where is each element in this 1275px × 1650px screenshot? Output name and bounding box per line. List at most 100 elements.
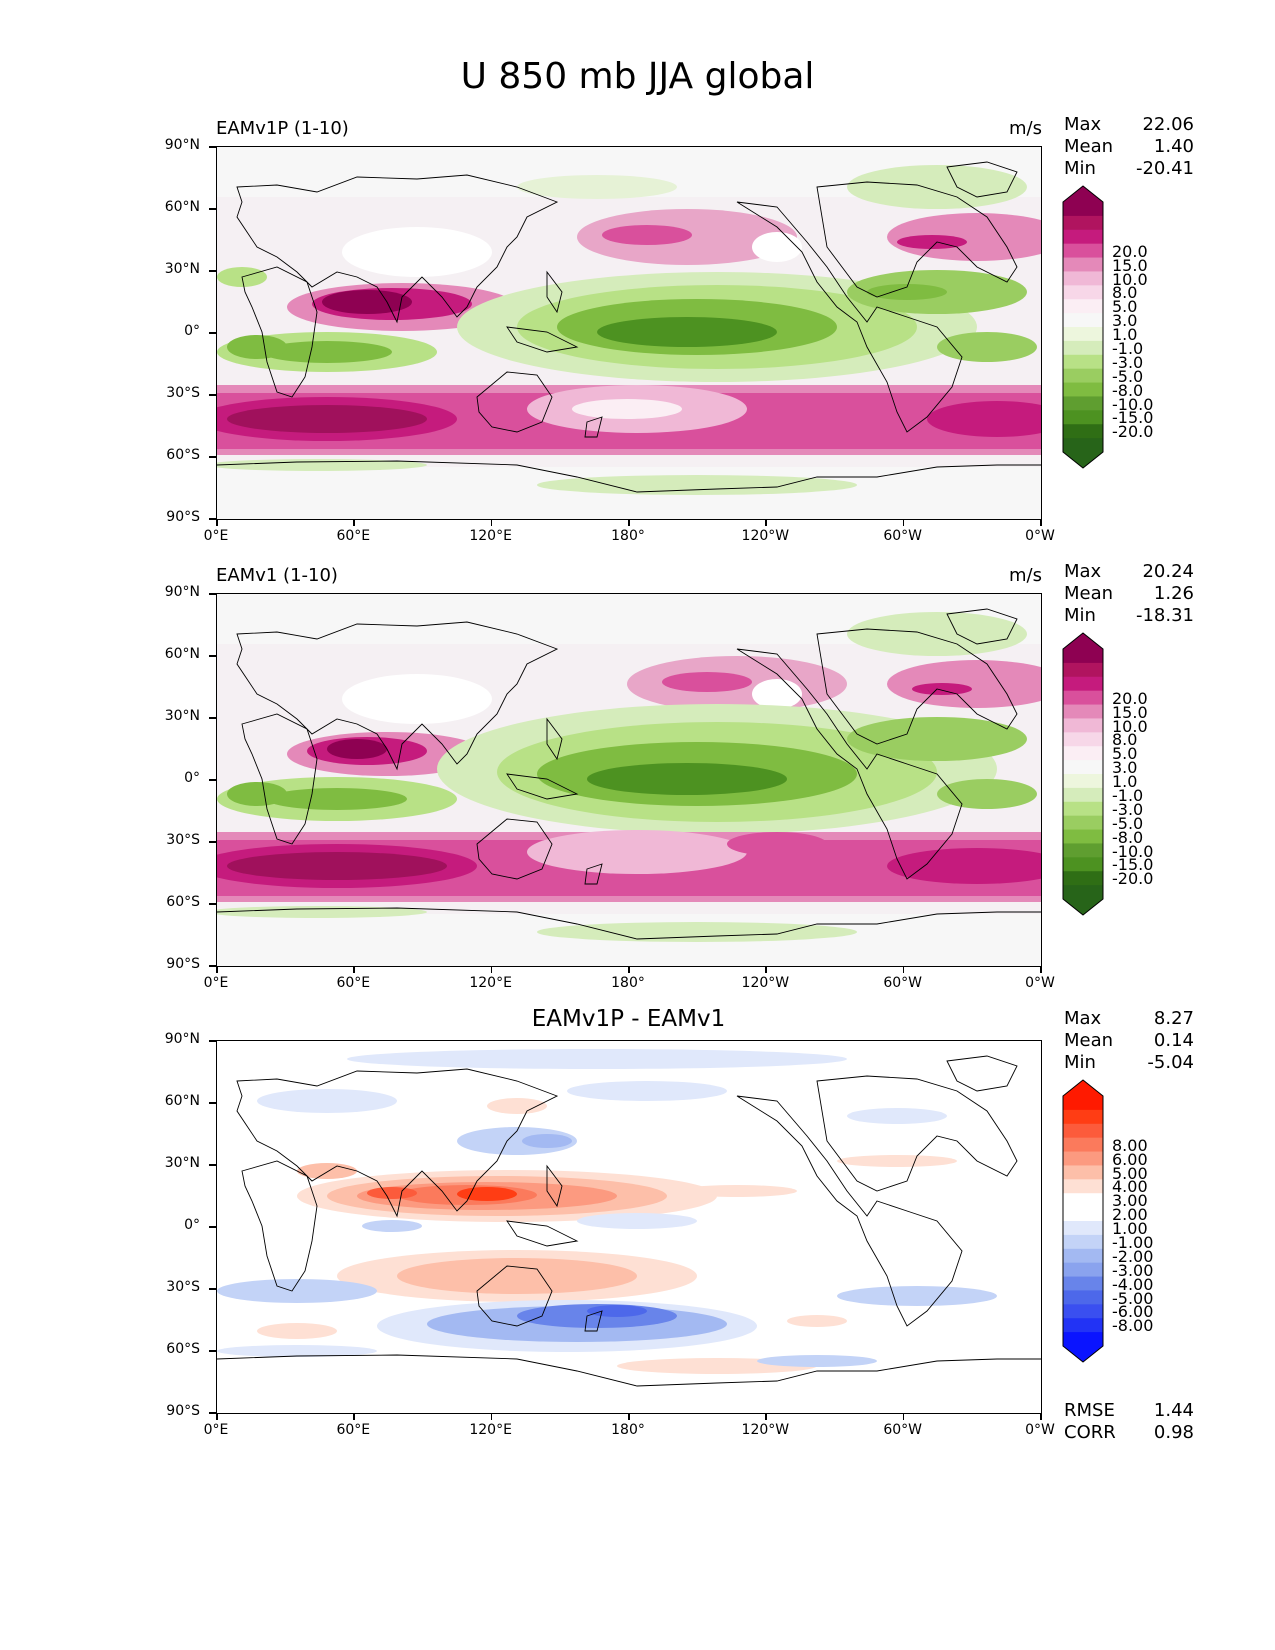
stat-value: 20.24 <box>1142 561 1194 582</box>
corr-value: 0.98 <box>1153 1422 1194 1443</box>
colorbar-segment <box>1063 885 1103 900</box>
colorbar-segment <box>1063 202 1103 217</box>
y-tick <box>209 332 216 334</box>
y-tick-label: 90°N <box>164 1031 200 1047</box>
x-tick-label: 0°W <box>1025 975 1055 991</box>
x-tick-label: 60°W <box>883 975 922 991</box>
panel-eamv1: EAMv1 (1-10) m/s Max 20.24 Mean 1.26 Min -1… <box>0 561 1275 1025</box>
colorbar-tick-label: -4.00 <box>1112 1274 1154 1294</box>
colorbar-segment <box>1063 1123 1103 1139</box>
map-plot <box>216 1040 1042 1414</box>
colorbar-segment <box>1063 271 1103 286</box>
colorbar-segment <box>1063 1248 1103 1264</box>
corr-label: CORR <box>1064 1422 1116 1443</box>
x-tick <box>902 967 905 973</box>
colorbar-segment <box>1063 285 1103 300</box>
x-tick <box>353 520 355 526</box>
colorbar-segment <box>1063 327 1103 342</box>
colorbar-segment <box>1063 774 1103 789</box>
colorbar-segment <box>1063 1165 1103 1180</box>
colorbar-tick-label: -15.0 <box>1112 855 1154 875</box>
panel-title: EAMv1 (1-10) <box>216 565 338 586</box>
colorbar-tick-label: -1.0 <box>1112 786 1144 805</box>
colorbar-tick-label: -5.00 <box>1112 1288 1154 1308</box>
x-tick-label: 120°W <box>741 975 790 991</box>
colorbar-outline <box>1062 632 1104 916</box>
x-tick <box>628 520 630 526</box>
y-tick-label: 90°S <box>166 1403 200 1419</box>
x-tick <box>902 1414 905 1420</box>
y-tick <box>209 394 216 396</box>
colorbar-segment <box>1063 340 1103 356</box>
stat-value: 8.27 <box>1153 1008 1194 1029</box>
x-tick-label: 120°E <box>469 1422 512 1438</box>
colorbar-segment <box>1063 801 1103 817</box>
y-tick-label: 30°S <box>166 832 200 848</box>
colorbar-extend-min <box>1063 1346 1103 1362</box>
stats-box: Max 22.06 Mean 1.40 Min -20.41 <box>1064 114 1194 180</box>
colorbar-extend-max <box>1063 633 1103 649</box>
y-tick-label: 90°N <box>164 584 200 600</box>
y-tick <box>209 1164 216 1166</box>
y-tick <box>209 1102 216 1104</box>
x-tick-label: 120°W <box>741 1422 790 1438</box>
colorbar-segment <box>1063 396 1103 411</box>
x-tick-label: 60°E <box>336 975 371 991</box>
y-tick-label: 0° <box>184 1217 200 1233</box>
panel-title: EAMv1P (1-10) <box>216 118 349 139</box>
stats-box: Max 8.27 Mean 0.14 Min -5.04 <box>1064 1008 1194 1074</box>
map-plot <box>216 146 1042 520</box>
y-tick-label: 30°N <box>164 1155 200 1171</box>
x-tick <box>216 967 218 973</box>
colorbar-tick-label: 10.0 <box>1112 269 1148 289</box>
x-tick <box>353 967 355 973</box>
colorbar-segment <box>1063 257 1103 272</box>
stat-label: Min <box>1064 605 1096 626</box>
x-tick <box>1040 967 1042 973</box>
colorbar-segment <box>1063 1234 1103 1250</box>
colorbar-tick-label: 1.00 <box>1112 1219 1148 1239</box>
colorbar-extend-min <box>1063 452 1103 468</box>
y-tick <box>209 456 216 458</box>
x-tick-label: 120°E <box>469 975 512 991</box>
colorbar-segment <box>1063 382 1103 397</box>
y-tick <box>209 1350 216 1352</box>
colorbar-tick-label: -8.00 <box>1112 1316 1154 1336</box>
stat-label: Mean <box>1064 1030 1114 1051</box>
colorbar-segment <box>1063 1221 1103 1236</box>
colorbar-tick-label: -1.0 <box>1112 339 1144 358</box>
x-tick-label: 120°E <box>469 528 512 544</box>
colorbar-tick-label: 3.0 <box>1112 758 1138 778</box>
stat-label: Mean <box>1064 136 1114 157</box>
colorbar-segment <box>1063 871 1103 886</box>
units-label: m/s <box>1009 118 1042 139</box>
colorbar-segment <box>1063 438 1103 453</box>
stat-value: 22.06 <box>1142 114 1194 135</box>
y-tick <box>209 903 216 905</box>
x-tick-label: 0°E <box>203 528 229 544</box>
colorbar-segment <box>1063 649 1103 664</box>
colorbar-extend-max <box>1063 1080 1103 1096</box>
y-tick-label: 30°N <box>164 261 200 277</box>
colorbar-tick-label: -20.0 <box>1112 869 1154 889</box>
panel-difference: EAMv1P - EAMv1 Max 8.27 Mean 0.14 Min -5.04 <box>0 1006 1275 1472</box>
colorbar-segment <box>1063 215 1103 231</box>
y-tick-label: 0° <box>184 323 200 339</box>
colorbar-segment <box>1063 1276 1103 1291</box>
x-tick-label: 180° <box>611 528 645 544</box>
stats-box: Max 20.24 Mean 1.26 Min -18.31 <box>1064 561 1194 627</box>
colorbar-tick-label: 6.00 <box>1112 1149 1148 1169</box>
colorbar-segment <box>1063 1137 1103 1153</box>
x-tick <box>765 520 767 526</box>
stat-value: -18.31 <box>1135 605 1194 626</box>
colorbar-tick-label: -5.0 <box>1112 813 1144 833</box>
stat-label: Max <box>1064 561 1102 582</box>
colorbar-segment <box>1063 299 1103 314</box>
colorbar-extend-min <box>1063 899 1103 915</box>
colorbar-tick-label: -15.0 <box>1112 408 1154 428</box>
colorbar-segment <box>1063 1318 1103 1333</box>
map-plot <box>216 593 1042 967</box>
x-tick-label: 180° <box>611 1422 645 1438</box>
colorbar-tick-label: -2.00 <box>1112 1246 1154 1266</box>
colorbar-outline <box>1062 1079 1104 1363</box>
